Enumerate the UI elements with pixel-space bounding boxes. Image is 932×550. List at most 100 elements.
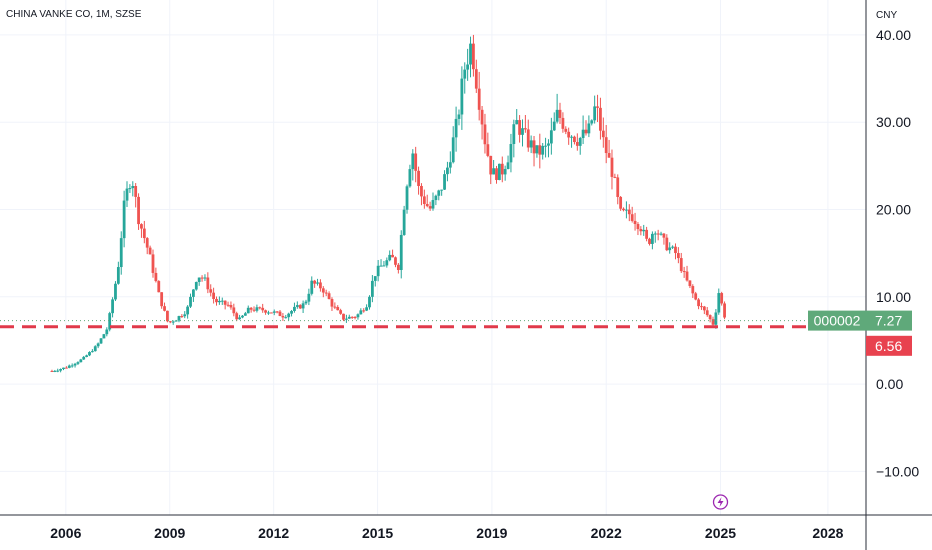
candle-body — [243, 313, 247, 316]
candle-body — [134, 185, 138, 197]
candle-body — [665, 237, 669, 251]
candle-body — [186, 306, 190, 315]
candle-body — [70, 365, 74, 367]
candle-body — [96, 343, 100, 347]
candle-body — [79, 359, 83, 363]
last-price-label: 7.27 — [875, 313, 902, 329]
candle-body — [200, 277, 204, 279]
candle-body — [76, 362, 80, 364]
candle-body — [674, 246, 677, 254]
candle-body — [125, 188, 129, 201]
candle-body — [630, 214, 634, 221]
candle-body — [157, 281, 161, 293]
candle-body — [492, 168, 496, 175]
candle-body — [723, 303, 726, 318]
candle-body — [489, 155, 493, 175]
candle-body — [688, 280, 692, 287]
candle-body — [639, 229, 643, 232]
x-tick-label: 2009 — [154, 525, 185, 541]
candle-body — [217, 300, 221, 303]
candle-body — [506, 162, 510, 170]
candle-body — [284, 317, 288, 319]
candle-body — [212, 292, 216, 299]
candle-body — [500, 163, 504, 175]
candle-body — [59, 369, 63, 371]
candle-body — [474, 69, 478, 89]
candle-body — [330, 299, 334, 307]
candle-body — [411, 153, 415, 170]
candle-body — [653, 233, 657, 235]
candle-body — [679, 258, 683, 272]
candle-body — [88, 352, 91, 356]
candle-body — [575, 142, 579, 146]
candle-body — [287, 313, 291, 318]
candle-body — [385, 260, 389, 266]
candle-body — [440, 189, 444, 191]
candle-body — [298, 305, 302, 309]
candle-body — [319, 282, 322, 289]
candle-body — [229, 305, 233, 308]
currency-label[interactable]: CNY — [876, 10, 898, 21]
candle-body — [659, 233, 663, 235]
candle-body — [313, 280, 317, 284]
symbol-badge — [808, 310, 866, 331]
candle-body — [388, 254, 392, 261]
candle-body — [246, 307, 250, 314]
x-tick-label: 2019 — [476, 525, 507, 541]
candle-body — [137, 196, 140, 225]
candle-body — [607, 153, 611, 158]
candle-body — [544, 145, 547, 147]
candle-body — [56, 370, 60, 372]
candle-body — [567, 131, 571, 138]
candle-body — [373, 276, 377, 281]
candle-body — [417, 170, 420, 186]
y-tick-label: 10.00 — [876, 289, 911, 305]
candle-body — [599, 107, 602, 131]
candle-body — [402, 209, 406, 235]
candle-body — [526, 129, 530, 148]
candle-body — [578, 138, 582, 146]
candle-body — [226, 304, 230, 306]
candle-body — [192, 289, 195, 297]
candle-body — [399, 234, 403, 270]
candle-body — [93, 346, 97, 352]
y-tick-label: 20.00 — [876, 201, 911, 217]
candle-body — [610, 157, 614, 177]
candle-body — [584, 129, 588, 134]
candle-body — [486, 144, 490, 156]
candle-body — [50, 370, 54, 372]
candle-body — [82, 356, 86, 360]
candle-body — [705, 310, 709, 316]
candle-body — [437, 190, 441, 196]
candle-body — [168, 321, 172, 323]
candle-body — [116, 267, 120, 284]
candle-body — [463, 69, 467, 79]
candle-body — [529, 140, 533, 148]
reference-lines — [0, 320, 866, 329]
candle-body — [241, 315, 244, 318]
candle-body — [650, 233, 654, 244]
lightning-bolt-icon[interactable] — [712, 494, 729, 510]
candle-body — [460, 78, 464, 115]
candle-body — [235, 313, 239, 320]
candle-body — [281, 316, 285, 318]
candle-body — [102, 334, 106, 339]
candle-body — [547, 143, 550, 146]
price-badges: 000002 7.27 6.56 — [808, 310, 912, 356]
candle-body — [142, 228, 146, 239]
candle-body — [642, 229, 646, 232]
candle-body — [616, 177, 620, 197]
candle-body — [278, 311, 282, 317]
candle-body — [495, 168, 498, 180]
candle-body — [573, 136, 576, 143]
candle-body — [295, 305, 299, 307]
candle-body — [105, 329, 109, 335]
candle-body — [523, 128, 527, 130]
candle-body — [342, 313, 345, 320]
candle-body — [53, 370, 57, 372]
candle-body — [714, 312, 718, 325]
candle-body — [122, 200, 126, 239]
candle-body — [73, 363, 77, 366]
candle-body — [108, 313, 112, 330]
